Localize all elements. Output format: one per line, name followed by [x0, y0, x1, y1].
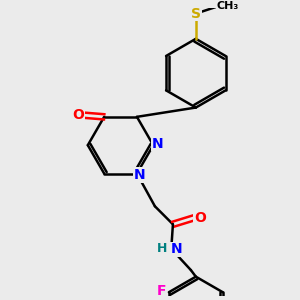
Text: H: H [157, 242, 167, 255]
Text: CH₃: CH₃ [217, 1, 239, 11]
Text: O: O [194, 211, 206, 225]
Text: S: S [191, 7, 201, 21]
Text: N: N [170, 242, 182, 256]
Text: O: O [72, 108, 84, 122]
Text: N: N [134, 168, 145, 182]
Text: F: F [157, 284, 166, 298]
Text: N: N [152, 136, 163, 151]
